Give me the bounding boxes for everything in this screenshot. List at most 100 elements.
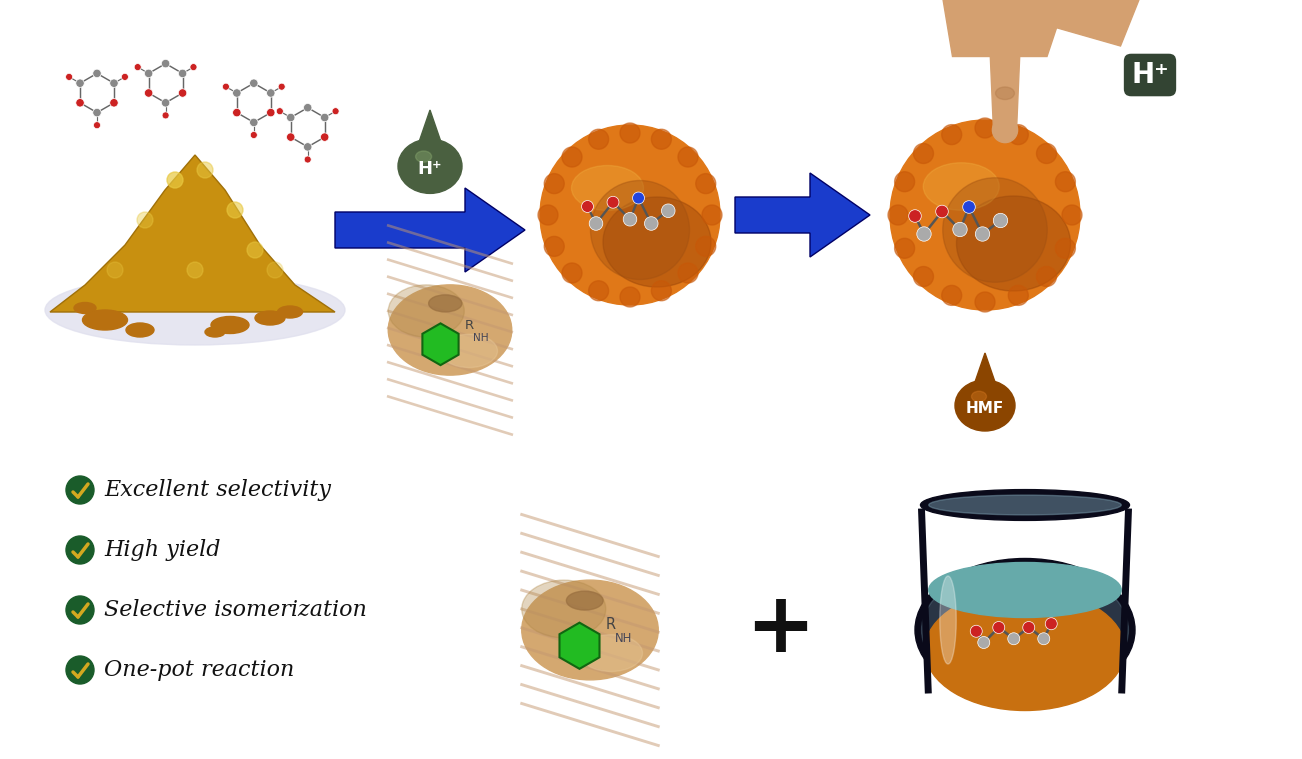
Ellipse shape	[996, 87, 1014, 99]
Text: Selective isomerization: Selective isomerization	[104, 599, 367, 621]
Circle shape	[65, 74, 73, 80]
Ellipse shape	[928, 495, 1121, 515]
Circle shape	[702, 205, 723, 225]
Text: One-pot reaction: One-pot reaction	[104, 659, 294, 681]
Ellipse shape	[440, 334, 497, 367]
Polygon shape	[736, 173, 870, 257]
Ellipse shape	[126, 323, 154, 337]
Circle shape	[582, 200, 594, 213]
Ellipse shape	[915, 559, 1135, 701]
Circle shape	[178, 69, 186, 77]
Polygon shape	[943, 0, 1068, 56]
Circle shape	[66, 476, 94, 504]
Circle shape	[651, 129, 672, 150]
Circle shape	[1023, 622, 1035, 634]
Ellipse shape	[940, 576, 956, 664]
Circle shape	[121, 74, 129, 80]
Circle shape	[1008, 633, 1019, 644]
Circle shape	[624, 213, 637, 226]
Circle shape	[941, 124, 962, 145]
Circle shape	[145, 89, 152, 97]
Circle shape	[66, 536, 94, 564]
Circle shape	[286, 113, 296, 121]
Circle shape	[286, 133, 296, 141]
Ellipse shape	[522, 580, 605, 638]
Circle shape	[894, 172, 914, 192]
Circle shape	[943, 178, 1047, 282]
Circle shape	[607, 197, 618, 208]
Circle shape	[993, 213, 1008, 228]
Ellipse shape	[928, 562, 1121, 618]
Circle shape	[538, 205, 559, 225]
Circle shape	[92, 69, 102, 77]
Circle shape	[914, 143, 934, 163]
Circle shape	[167, 172, 184, 188]
Circle shape	[303, 103, 312, 112]
Circle shape	[620, 123, 641, 143]
Circle shape	[914, 266, 934, 286]
Circle shape	[134, 64, 141, 71]
Circle shape	[223, 83, 229, 90]
Polygon shape	[414, 110, 447, 156]
Ellipse shape	[277, 306, 302, 318]
Ellipse shape	[255, 311, 285, 325]
Ellipse shape	[398, 139, 462, 194]
Circle shape	[970, 625, 982, 638]
Ellipse shape	[428, 294, 462, 312]
Circle shape	[178, 89, 186, 97]
Circle shape	[661, 204, 674, 218]
Circle shape	[76, 99, 85, 107]
Ellipse shape	[921, 490, 1130, 521]
Circle shape	[267, 109, 275, 117]
Circle shape	[107, 262, 122, 278]
Circle shape	[94, 121, 100, 129]
Circle shape	[1038, 633, 1049, 644]
Circle shape	[633, 192, 644, 204]
Circle shape	[320, 113, 329, 121]
Circle shape	[992, 622, 1005, 634]
Circle shape	[233, 89, 241, 97]
Circle shape	[975, 292, 995, 312]
Text: NH: NH	[615, 632, 633, 645]
Circle shape	[303, 143, 312, 151]
Circle shape	[250, 79, 258, 87]
Circle shape	[250, 118, 258, 127]
Circle shape	[678, 263, 698, 283]
Circle shape	[305, 156, 311, 163]
Circle shape	[161, 99, 169, 107]
Circle shape	[267, 262, 283, 278]
Polygon shape	[1047, 0, 1142, 46]
Ellipse shape	[388, 285, 465, 337]
Circle shape	[941, 285, 962, 305]
Circle shape	[953, 222, 967, 237]
Circle shape	[589, 129, 608, 150]
Circle shape	[591, 181, 690, 279]
Polygon shape	[422, 323, 458, 365]
Circle shape	[620, 287, 641, 307]
Circle shape	[227, 202, 243, 218]
Circle shape	[109, 99, 118, 107]
Polygon shape	[560, 622, 599, 669]
Polygon shape	[991, 56, 1019, 130]
Circle shape	[161, 59, 169, 68]
Ellipse shape	[924, 590, 1125, 710]
Circle shape	[975, 227, 990, 241]
Ellipse shape	[46, 275, 345, 345]
Circle shape	[190, 64, 197, 71]
Circle shape	[66, 656, 94, 684]
Circle shape	[145, 69, 152, 77]
Circle shape	[250, 131, 258, 138]
Ellipse shape	[415, 151, 431, 162]
Circle shape	[678, 147, 698, 167]
Circle shape	[247, 242, 263, 258]
Circle shape	[187, 262, 203, 278]
Ellipse shape	[971, 391, 987, 402]
Circle shape	[1036, 143, 1056, 163]
Circle shape	[163, 112, 169, 119]
Circle shape	[233, 109, 241, 117]
Circle shape	[909, 209, 922, 222]
Circle shape	[1062, 205, 1082, 225]
Circle shape	[894, 238, 914, 258]
Text: High yield: High yield	[104, 539, 220, 561]
Ellipse shape	[82, 310, 128, 330]
